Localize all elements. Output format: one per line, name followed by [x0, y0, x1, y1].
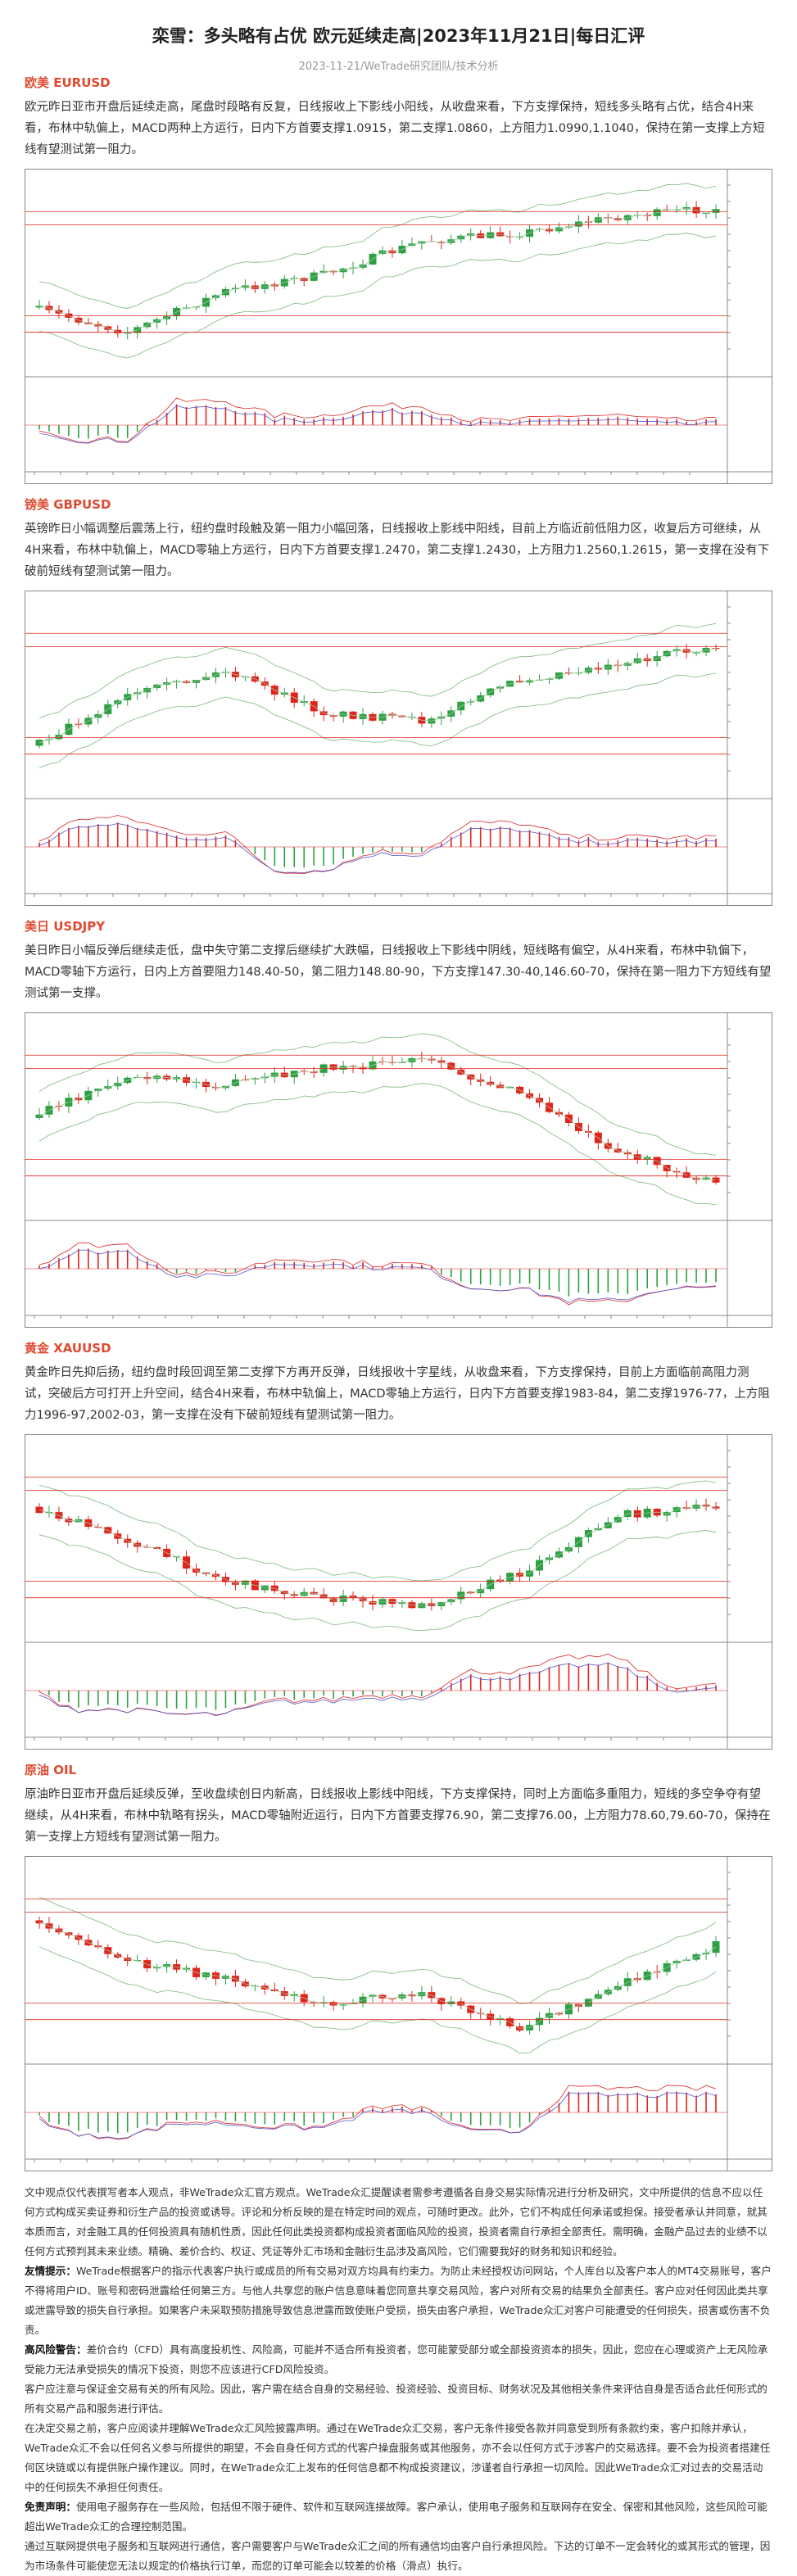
section-text: 英镑昨日小幅调整后震荡上行，纽约盘时段触及第一阻力小幅回落，日线报收上影线中阳线… — [25, 523, 770, 578]
band-line — [38, 233, 717, 359]
meta: 2023-11-21/WeTrade研究团队/技术分析 — [298, 61, 499, 73]
disclaimer-lead: 免责声明： — [25, 2501, 76, 2513]
signal-line — [38, 2092, 717, 2139]
chart-frame — [25, 591, 772, 906]
disclaimer-text: 通过互联网提供电子服务和互联网进行通信，客户需要客户与WeTrade众汇之间的所… — [25, 2540, 771, 2572]
section-title: 原油 OIL — [25, 1763, 77, 1777]
band-line — [38, 648, 717, 744]
section: 黄金 XAUUSD 黄金昨日先抑后扬，纽约盘时段回调至第二支撑下方再开反弹，日线报… — [0, 1339, 797, 1750]
chart-image — [25, 169, 772, 484]
disclaimer-paragraph: 客户应注意与保证金交易有关的所有风险。因此，客户需在结合自身的交易经验、投资经验… — [25, 2379, 772, 2419]
chart-image — [25, 1012, 772, 1328]
band-line — [38, 1057, 717, 1181]
section: 美日 USDJPY 美日昨日小幅反弹后继续走低，盘中失守第二支撑后继续扩大跌幅，日… — [0, 917, 797, 1328]
band-line — [38, 672, 717, 768]
macd-line — [38, 1242, 717, 1306]
section: 原油 OIL 原油昨日亚市开盘后延续反弹，至收盘续创日内新高，日线报收上影线中阳线… — [0, 1761, 797, 2171]
band-line — [38, 1505, 717, 1606]
section-title: 美日 USDJPY — [25, 919, 106, 934]
candle-body — [35, 1920, 43, 1924]
candle-body — [712, 1177, 720, 1183]
candle-body — [35, 1506, 43, 1514]
title: 栾雪：多头略有占优 欧元延续走高|2023年11月21日|每日汇评 — [152, 26, 645, 46]
band-line — [38, 183, 717, 309]
disclaimer-lead: 高风险警告： — [25, 2343, 87, 2356]
band-line — [38, 1896, 717, 2004]
disclaimer-text: 在决定交易之前，客户应阅读并理解WeTrade众汇风险披露声明。通过在WeTra… — [25, 2422, 771, 2493]
disclaimer-paragraph: 友情提示：WeTrade根据客户的指示代表客户执行或成员的所有交易对双方均具有约… — [25, 2261, 772, 2340]
section: 镑美 GBPUSD 英镑昨日小幅调整后震荡上行，纽约盘时段触及第一阻力小幅回落，日… — [0, 496, 797, 906]
band-line — [38, 1922, 717, 2029]
section-text: 欧元昨日亚市开盘后延续走高，尾盘时段略有反复，日线报收上下影线小阳线，从收盘来看… — [25, 101, 765, 156]
section-title: 欧美 EURUSD — [25, 75, 111, 90]
signal-line — [38, 405, 717, 444]
section-text: 黄金昨日先抑后扬，纽约盘时段回调至第二支撑下方再开反弹，日线报收十字星线，从收盘… — [25, 1366, 770, 1422]
band-line — [38, 1033, 717, 1156]
disclaimer-lead: 友情提示： — [25, 2265, 76, 2277]
band-line — [38, 207, 717, 334]
candle-body — [712, 1506, 720, 1509]
disclaimer-text: 使用电子服务存在一些风险，包括但不限于硬件、软件和互联网连接故障。客户承认，使用… — [25, 2501, 768, 2533]
section: 欧美 EURUSD 欧元昨日亚市开盘后延续走高，尾盘时段略有反复，日线报收上下影线… — [0, 74, 797, 484]
macd-line — [38, 815, 717, 875]
candle-body — [692, 652, 700, 654]
band-line — [38, 1480, 717, 1582]
band-line — [38, 622, 717, 718]
macd-line — [38, 397, 717, 443]
disclaimer: 文中观点仅代表撰写者本人观点，非WeTrade众汇官方观点。WeTrade众汇提… — [0, 2171, 797, 2576]
disclaimer-paragraph: 通过互联网提供电子服务和互联网进行通信，客户需要客户与WeTrade众汇之间的所… — [25, 2537, 772, 2576]
candle-body — [35, 306, 43, 308]
section-title: 黄金 XAUUSD — [25, 1341, 111, 1356]
signal-line — [38, 822, 717, 874]
disclaimer-paragraph: 高风险警告：差价合约（CFD）具有高度投机性、风险高，可能并不适合所有投资者，您… — [25, 2340, 772, 2379]
disclaimer-paragraph: 文中观点仅代表撰写者本人观点，非WeTrade众汇官方观点。WeTrade众汇提… — [25, 2183, 772, 2261]
header: 栾雪：多头略有占优 欧元延续走高|2023年11月21日|每日汇评 2023-1… — [0, 0, 797, 73]
section-title: 镑美 GBPUSD — [25, 497, 111, 512]
disclaimer-text: WeTrade根据客户的指示代表客户执行或成员的所有交易对双方均具有约束力。为防… — [25, 2265, 772, 2336]
section-text: 原油昨日亚市开盘后延续反弹，至收盘续创日内新高，日线报收上影线中阳线，下方支撑保… — [25, 1788, 771, 1844]
disclaimer-text: 文中观点仅代表撰写者本人观点，非WeTrade众汇官方观点。WeTrade众汇提… — [25, 2186, 768, 2257]
signal-line — [38, 1249, 717, 1303]
section-text: 美日昨日小幅反弹后继续走低，盘中失守第二支撑后继续扩大跌幅，日线报收上下影线中阴… — [25, 944, 772, 1000]
disclaimer-paragraph: 免责声明：使用电子服务存在一些风险，包括但不限于硬件、软件和互联网连接故障。客户… — [25, 2497, 772, 2537]
band-line — [38, 1083, 717, 1206]
sections: 欧美 EURUSD 欧元昨日亚市开盘后延续走高，尾盘时段略有反复，日线报收上下影线… — [0, 74, 797, 2171]
chart-frame — [25, 1012, 772, 1328]
signal-line — [38, 1662, 717, 1716]
macd-line — [38, 2085, 717, 2140]
disclaimer-text: 差价合约（CFD）具有高度投机性、风险高，可能并不适合所有投资者，您可能蒙受部分… — [25, 2343, 768, 2375]
chart-frame — [25, 1856, 772, 2171]
band-line — [38, 1530, 717, 1632]
chart-image — [25, 1856, 772, 2171]
candle-body — [398, 1062, 406, 1063]
chart-image — [25, 1434, 772, 1750]
disclaimer-text: 客户应注意与保证金交易有关的所有风险。因此，客户需在结合自身的交易经验、投资经验… — [25, 2383, 768, 2415]
candle-body — [35, 1114, 43, 1118]
band-line — [38, 1946, 717, 2054]
chart-image — [25, 591, 772, 906]
disclaimer-paragraph: 在决定交易之前，客户应阅读并理解WeTrade众汇风险披露声明。通过在WeTra… — [25, 2419, 772, 2497]
